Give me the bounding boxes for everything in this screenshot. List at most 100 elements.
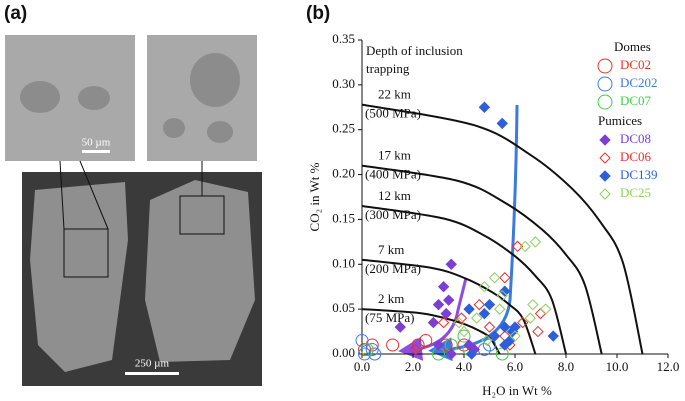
isobar xyxy=(361,204,567,355)
legend-label: DC139 xyxy=(620,167,658,182)
annotation: Depth of inclusion xyxy=(366,43,463,58)
y-tick-label: 0.00 xyxy=(332,345,355,360)
y-tick-label: 0.05 xyxy=(332,300,355,315)
isobar-pressure: (75 MPa) xyxy=(365,310,414,325)
legend-marker xyxy=(597,76,613,92)
data-point xyxy=(511,240,524,253)
data-point xyxy=(473,298,486,311)
legend-label: DC202 xyxy=(620,75,658,90)
micrograph-panel: 50 µm 250 µm xyxy=(5,35,262,386)
inclusion xyxy=(20,81,60,113)
data-point xyxy=(499,285,511,297)
isobar xyxy=(361,258,537,355)
inclusion xyxy=(207,121,233,143)
data-point xyxy=(440,307,452,320)
data-point xyxy=(532,325,544,338)
data-point xyxy=(524,312,537,324)
data-point xyxy=(481,334,493,347)
panel-label: (a) xyxy=(4,3,27,24)
x-tick-label: 4.0 xyxy=(456,359,472,374)
x-tick-label: 8.0 xyxy=(558,359,574,374)
scale-label: 250 µm xyxy=(135,358,170,370)
trend-arrow xyxy=(428,104,519,362)
data-point xyxy=(527,298,539,311)
data-point xyxy=(519,240,531,253)
data-point xyxy=(457,329,471,343)
data-point xyxy=(547,330,559,342)
inclusion xyxy=(190,53,240,107)
connector xyxy=(79,160,109,230)
panel-label: (b) xyxy=(306,3,330,24)
isobar-depth: 17 km xyxy=(378,148,411,163)
inclusion xyxy=(163,118,185,138)
legend-label: DC08 xyxy=(620,131,651,146)
data-point xyxy=(394,321,406,333)
y-tick-label: 0.10 xyxy=(332,255,355,270)
inclusion xyxy=(78,86,110,110)
x-tick-label: 10.0 xyxy=(606,359,629,374)
data-point xyxy=(368,347,382,361)
legend-label: DC06 xyxy=(620,149,652,164)
legend-marker xyxy=(599,134,611,146)
data-point xyxy=(516,316,529,329)
y-tick-label: 0.25 xyxy=(332,121,355,136)
isobar-depth: 2 km xyxy=(378,291,404,306)
data-point xyxy=(478,281,491,293)
data-point xyxy=(437,316,450,329)
data-point xyxy=(427,316,440,329)
data-point xyxy=(534,307,547,320)
legend-marker xyxy=(597,58,613,74)
y-tick-label: 0.35 xyxy=(332,31,355,46)
data-point xyxy=(432,298,445,311)
data-point xyxy=(463,303,475,315)
data-point xyxy=(529,236,542,248)
data-point xyxy=(455,312,468,324)
annotation: trapping xyxy=(366,61,410,76)
zoom-box xyxy=(63,228,109,278)
x-tick-label: 2.0 xyxy=(405,359,421,374)
data-point xyxy=(445,258,457,270)
data-point xyxy=(496,117,508,130)
scale-bar xyxy=(82,150,110,153)
legend-title: Pumices xyxy=(598,113,642,128)
isobar-depth: 7 km xyxy=(378,242,404,257)
data-point xyxy=(471,312,483,324)
isobar xyxy=(361,164,603,355)
y-tick-label: 0.15 xyxy=(332,210,355,225)
isobar-pressure: (300 MPa) xyxy=(365,207,421,222)
data-point xyxy=(432,339,445,351)
y-tick-label: 0.20 xyxy=(332,166,355,181)
data-point xyxy=(442,294,455,306)
data-point xyxy=(488,272,501,284)
data-point xyxy=(419,334,433,348)
data-point xyxy=(411,338,425,352)
isobar-depth: 12 km xyxy=(378,188,411,203)
data-point xyxy=(478,307,491,320)
legend-label: DC25 xyxy=(620,185,651,200)
data-point xyxy=(509,321,521,333)
data-point xyxy=(463,339,475,351)
data-point xyxy=(483,321,496,333)
isobar-pressure: (500 MPa) xyxy=(365,106,421,121)
data-point xyxy=(539,303,552,315)
trend-arrow xyxy=(398,277,468,361)
y-axis-title: CO₂ in Wt % xyxy=(307,162,322,231)
legend-marker xyxy=(597,94,613,110)
legend-marker xyxy=(599,188,611,200)
data-point xyxy=(483,298,496,311)
data-point xyxy=(499,339,511,351)
data-point xyxy=(437,281,450,293)
legend-label: DC02 xyxy=(620,57,651,72)
isobar xyxy=(361,103,644,355)
scale-label: 50 µm xyxy=(82,137,111,149)
crystal xyxy=(145,180,255,362)
data-point xyxy=(509,330,521,342)
legend-marker xyxy=(599,170,611,182)
legend-marker xyxy=(599,152,611,164)
connector xyxy=(59,160,65,230)
data-point xyxy=(478,101,491,113)
isobar-pressure: (200 MPa) xyxy=(365,261,421,276)
isobar xyxy=(361,308,501,355)
scale-bar xyxy=(125,372,179,375)
x-tick-label: 0.0 xyxy=(354,359,370,374)
